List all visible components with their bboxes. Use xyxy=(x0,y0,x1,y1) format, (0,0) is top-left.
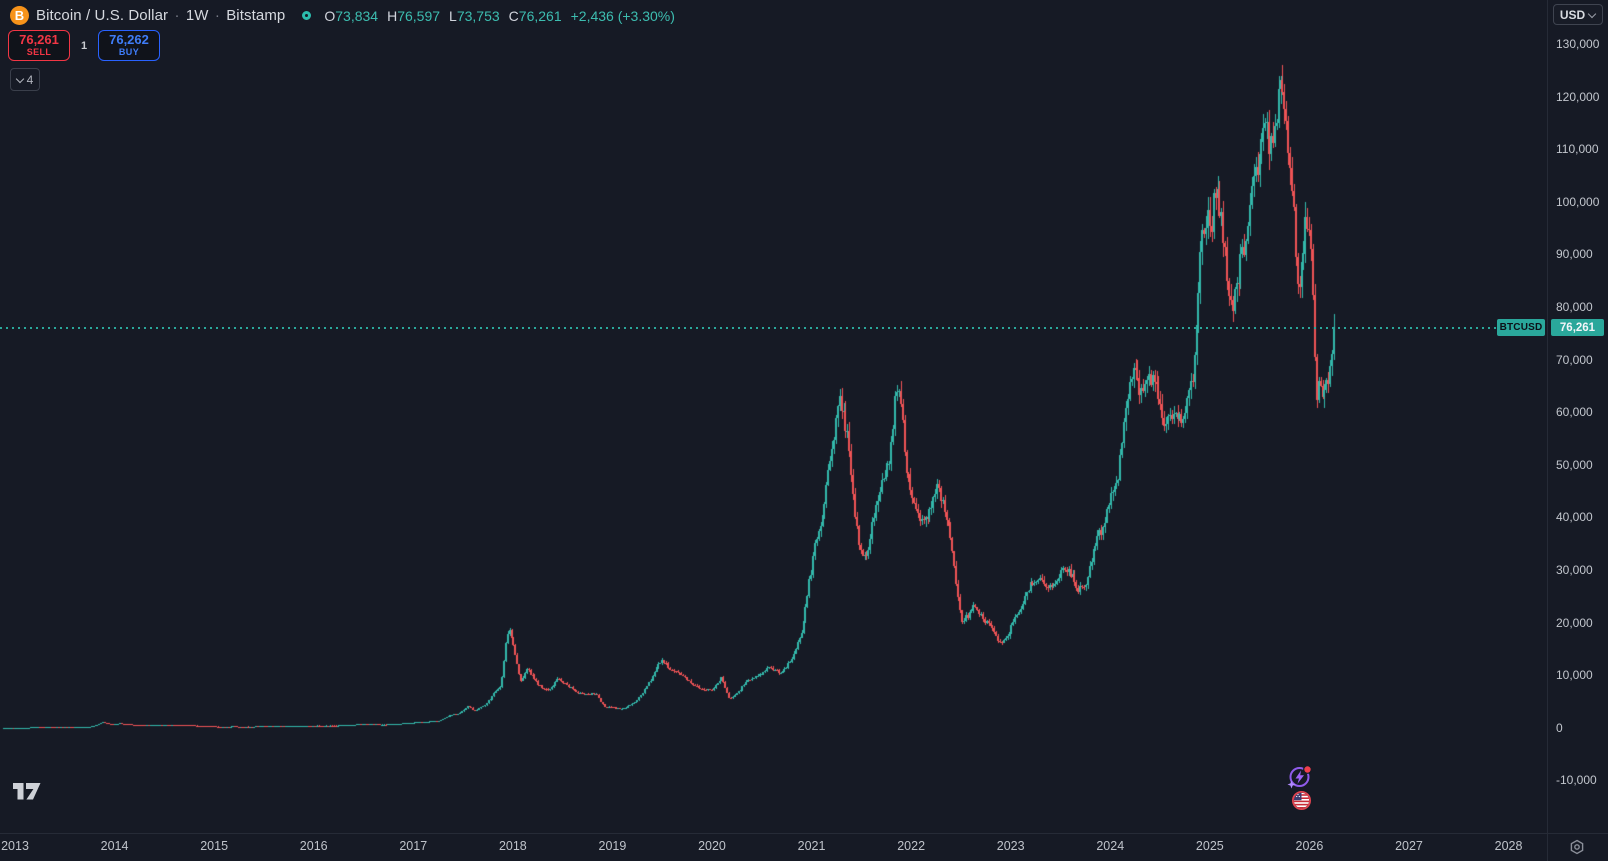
buy-price: 76,262 xyxy=(109,32,149,48)
order-panel: 76,261 SELL 1 76,262 BUY xyxy=(8,30,160,61)
price-tick-label: 60,000 xyxy=(1556,405,1593,420)
tradingview-logo[interactable] xyxy=(13,783,41,800)
open-value: 73,834 xyxy=(335,7,379,24)
price-tick-label: 10,000 xyxy=(1556,668,1593,683)
collapsed-count: 4 xyxy=(26,72,34,87)
time-tick-label: 2020 xyxy=(698,839,726,853)
price-tick-label: 90,000 xyxy=(1556,247,1593,262)
chevron-down-icon xyxy=(1589,9,1596,16)
change-value: +2,436 (+3.30%) xyxy=(570,7,675,24)
us-flag-icon[interactable] xyxy=(1291,790,1312,811)
spread-value: 1 xyxy=(80,39,88,52)
low-label: L xyxy=(449,7,457,24)
price-tick-label: 110,000 xyxy=(1556,142,1599,157)
price-tick-label: 30,000 xyxy=(1556,563,1593,577)
title-separator: · xyxy=(214,7,220,24)
time-tick-label: 2016 xyxy=(299,839,328,853)
price-tick-label: 100,000 xyxy=(1556,194,1600,209)
time-tick-label: 2022 xyxy=(897,839,926,853)
price-tick-label: 130,000 xyxy=(1556,37,1600,51)
price-axis[interactable]: USD 130,000 120,000 110,000 100,000 90,000 80… xyxy=(1548,0,1608,833)
timezone-settings-icon[interactable] xyxy=(1569,839,1585,855)
sell-price: 76,261 xyxy=(19,32,59,48)
currency-label: USD xyxy=(1559,7,1586,22)
price-tick-label: -10,000 xyxy=(1556,773,1597,788)
bitcoin-icon: B xyxy=(10,6,29,25)
sell-button[interactable]: 76,261 SELL xyxy=(8,30,70,61)
price-tick-label: 20,000 xyxy=(1556,615,1593,630)
last-price-tag: 76,261 xyxy=(1551,319,1604,336)
time-tick-label: 2014 xyxy=(100,839,129,853)
exchange-label[interactable]: Bitstamp xyxy=(226,7,286,24)
time-tick-label: 2018 xyxy=(498,839,527,853)
time-tick-label: 2015 xyxy=(200,839,229,853)
open-label: O xyxy=(324,7,336,24)
sell-label: SELL xyxy=(26,46,52,57)
symbol-title[interactable]: Bitcoin / U.S. Dollar · 1W · Bitstamp xyxy=(36,7,285,24)
time-axis-separator xyxy=(0,833,1608,834)
time-tick-label: 2023 xyxy=(996,839,1025,853)
buy-button[interactable]: 76,262 BUY xyxy=(98,30,160,61)
price-tick-label: 50,000 xyxy=(1556,457,1593,472)
symbol-price-tag: BTCUSD xyxy=(1497,319,1545,336)
time-tick-label: 2019 xyxy=(598,839,627,853)
title-separator: · xyxy=(174,7,180,24)
last-price-line xyxy=(0,327,1497,329)
low-value: 73,753 xyxy=(456,7,500,24)
time-tick-label: 2025 xyxy=(1195,839,1224,853)
time-tick-label: 2027 xyxy=(1395,839,1423,853)
chevron-down-icon xyxy=(17,74,24,81)
chart-legend: B Bitcoin / U.S. Dollar · 1W · Bitstamp … xyxy=(10,6,675,25)
symbol-name[interactable]: Bitcoin / U.S. Dollar xyxy=(36,7,169,24)
time-tick-label: 2017 xyxy=(399,839,428,853)
price-tick-label: 80,000 xyxy=(1556,300,1593,314)
time-tick-label: 2026 xyxy=(1295,839,1324,853)
candlestick-chart[interactable] xyxy=(0,0,1547,833)
ohlc-values: O73,834 H76,597 L73,753 C76,261 +2,436 (… xyxy=(324,8,675,24)
interval-label[interactable]: 1W xyxy=(185,7,209,24)
buy-label: BUY xyxy=(118,46,140,57)
market-status-icon[interactable] xyxy=(302,11,312,20)
legend-collapse-chip[interactable]: 4 xyxy=(10,68,40,91)
currency-dropdown[interactable]: USD xyxy=(1553,4,1603,25)
time-tick-label: 2013 xyxy=(1,839,29,853)
time-tick-label: 2021 xyxy=(797,839,826,853)
time-axis[interactable]: 2013 2014 2015 2016 2017 2018 2019 2020 2021 2022… xyxy=(0,834,1608,861)
high-label: H xyxy=(387,7,398,24)
time-tick-label: 2028 xyxy=(1494,839,1523,853)
price-axis-separator xyxy=(1547,0,1548,861)
price-tick-label: 120,000 xyxy=(1556,89,1600,104)
ai-assistant-icon[interactable] xyxy=(1287,764,1313,790)
price-tick-label: 40,000 xyxy=(1556,510,1593,525)
high-value: 76,597 xyxy=(397,7,441,24)
price-tick-label: 0 xyxy=(1556,720,1563,735)
close-value: 76,261 xyxy=(518,7,562,24)
price-tick-label: 70,000 xyxy=(1556,352,1593,367)
close-label: C xyxy=(508,7,519,24)
time-tick-label: 2024 xyxy=(1096,839,1125,853)
